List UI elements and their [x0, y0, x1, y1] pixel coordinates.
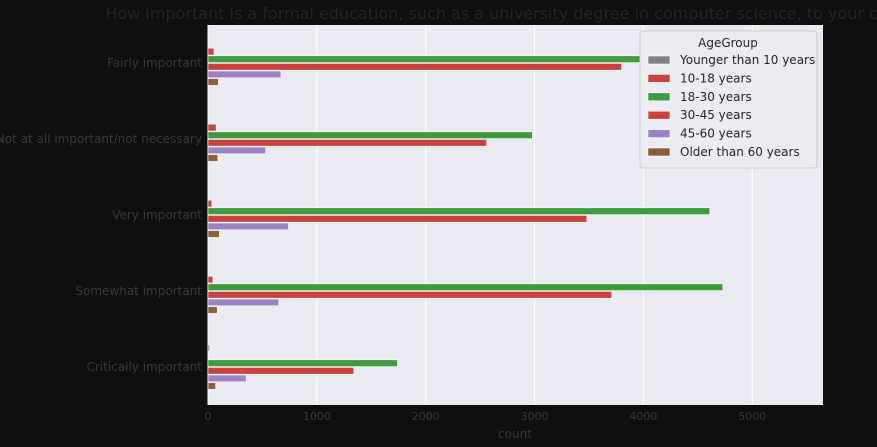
bar: [207, 367, 355, 375]
bar: [207, 344, 210, 352]
bar: [207, 154, 219, 162]
bar: [207, 275, 214, 284]
bar: [207, 123, 217, 132]
y-tick-label: Not at all important/not necessary: [0, 132, 202, 146]
bar: [207, 306, 218, 314]
y-tick-label: Very important: [112, 208, 202, 222]
chart-title: How important is a formal education, suc…: [105, 4, 877, 23]
x-axis-label: count: [498, 427, 532, 441]
bar: [207, 70, 282, 79]
legend-swatch: [647, 110, 671, 120]
bar: [207, 47, 215, 56]
x-tick-label: 5000: [738, 410, 766, 423]
legend-label: 45-60 years: [680, 127, 752, 141]
y-tick-label: Critically important: [86, 360, 202, 374]
x-tick-label: 3000: [521, 410, 549, 423]
legend-label: Younger than 10 years: [679, 53, 815, 67]
legend: AgeGroup Younger than 10 years 10-18 year…: [639, 30, 818, 169]
legend-swatch: [647, 92, 671, 102]
y-tick-label: Somewhat important: [75, 284, 202, 298]
y-tick-labels: Fairly important Not at all important/not…: [0, 56, 202, 374]
x-tick-label: 4000: [629, 410, 657, 423]
bar: [207, 382, 216, 390]
gridlines: [207, 25, 753, 405]
bar: [207, 283, 724, 291]
x-tick-label: 1000: [303, 410, 331, 423]
bar: [207, 63, 622, 71]
bar: [207, 291, 613, 299]
legend-label: Older than 60 years: [680, 145, 800, 159]
legend-swatch: [647, 147, 671, 157]
bar: [207, 374, 247, 383]
bar: [207, 139, 487, 147]
legend-label: 18-30 years: [680, 90, 752, 104]
bar: [207, 146, 266, 155]
legend-swatch: [647, 129, 671, 138]
bars: [207, 47, 794, 390]
legend-items: Younger than 10 years 10-18 years 18-30 ye…: [647, 53, 815, 159]
legend-box: [639, 30, 818, 169]
bar: [207, 359, 398, 367]
bar: [207, 215, 588, 223]
legend-label: 30-45 years: [680, 108, 752, 122]
x-tick-labels: 0 1000 2000 3000 4000 5000: [205, 410, 767, 423]
bar: [207, 298, 280, 307]
x-tick-label: 0: [205, 410, 212, 423]
bar: [207, 207, 711, 215]
legend-label: 10-18 years: [680, 71, 752, 85]
bar: [207, 222, 289, 231]
bar: [207, 131, 533, 139]
legend-swatch: [647, 74, 671, 83]
bar: [207, 199, 213, 208]
x-tick-label: 2000: [412, 410, 440, 423]
legend-swatch: [647, 55, 671, 65]
bar: [207, 230, 220, 238]
y-tick-label: Fairly important: [107, 56, 202, 70]
bar: [207, 78, 219, 86]
legend-title: AgeGroup: [698, 36, 758, 50]
